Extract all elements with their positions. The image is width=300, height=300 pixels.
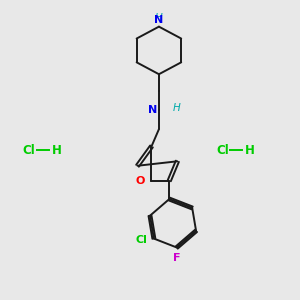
Text: H: H: [52, 143, 62, 157]
Text: H: H: [245, 143, 255, 157]
Text: Cl: Cl: [136, 235, 147, 245]
Text: Cl: Cl: [23, 143, 36, 157]
Text: Cl: Cl: [216, 143, 229, 157]
Text: F: F: [173, 253, 181, 263]
Text: O: O: [136, 176, 145, 186]
Text: H: H: [155, 13, 163, 23]
Text: H: H: [172, 103, 180, 113]
Text: N: N: [148, 105, 158, 115]
Text: N: N: [154, 15, 164, 25]
